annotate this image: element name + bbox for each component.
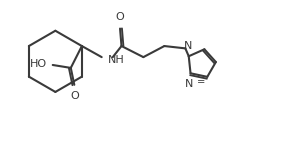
Text: N: N [185, 79, 194, 88]
Text: N: N [183, 41, 192, 51]
Text: NH: NH [108, 55, 125, 65]
Text: =: = [197, 77, 205, 87]
Text: O: O [70, 91, 79, 101]
Text: HO: HO [30, 59, 47, 69]
Text: O: O [116, 12, 125, 22]
